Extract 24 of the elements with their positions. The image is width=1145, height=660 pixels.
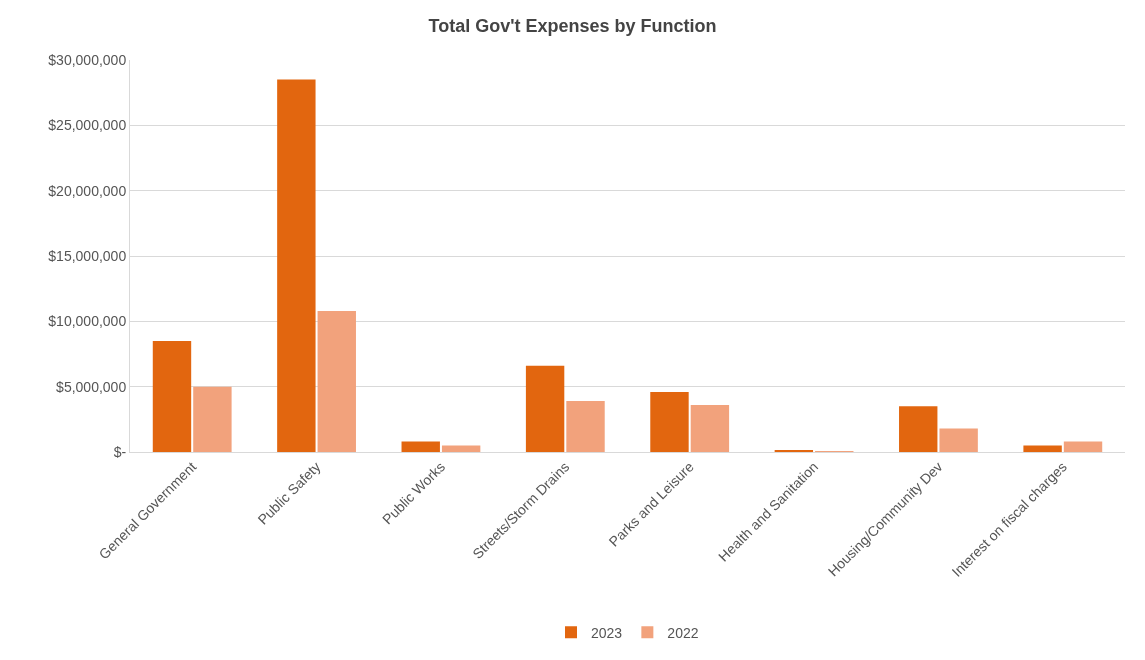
y-tick-label: $25,000,000 xyxy=(48,117,127,134)
bar xyxy=(1023,445,1062,452)
bar xyxy=(193,386,232,452)
bar xyxy=(401,441,440,452)
bar xyxy=(277,79,316,452)
y-tick-label: $20,000,000 xyxy=(48,182,127,199)
bar xyxy=(899,406,938,452)
bar xyxy=(939,428,978,452)
bar xyxy=(650,391,689,452)
bar xyxy=(525,365,565,452)
y-tick-label: $- xyxy=(113,443,127,460)
bar xyxy=(152,340,192,452)
bar xyxy=(566,401,605,452)
bar xyxy=(317,310,356,452)
chart-title: Total Gov't Expenses by Function xyxy=(428,16,717,37)
legend-label: 2023 xyxy=(591,624,623,641)
y-tick-label: $30,000,000 xyxy=(48,51,127,68)
legend-label: 2022 xyxy=(667,624,699,641)
y-tick-label: $15,000,000 xyxy=(48,247,127,264)
y-tick-label: $5,000,000 xyxy=(56,378,127,395)
bar xyxy=(690,404,730,452)
bar xyxy=(1063,441,1103,452)
y-tick-label: $10,000,000 xyxy=(48,313,127,330)
bar xyxy=(441,445,481,452)
